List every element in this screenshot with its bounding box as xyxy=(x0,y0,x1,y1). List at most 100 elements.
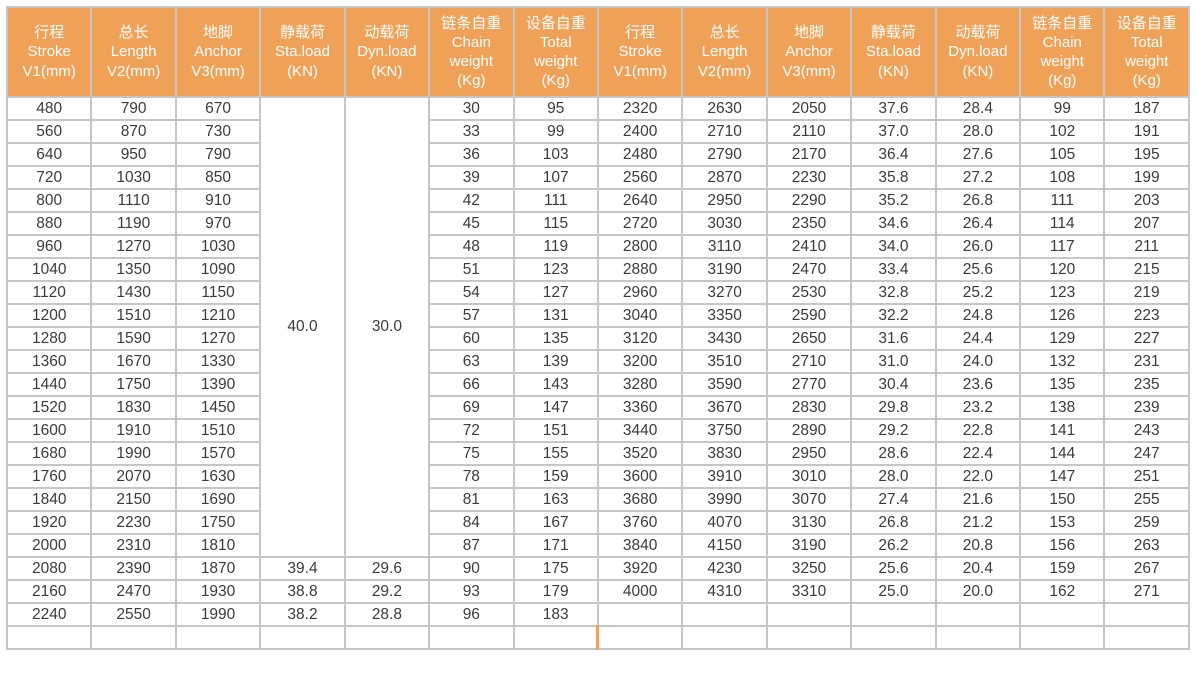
cell-right-stroke xyxy=(596,602,684,627)
cell-left-length: 790 xyxy=(90,96,177,121)
cell-left-total-weight: 127 xyxy=(512,280,599,305)
cell-right-length: 4070 xyxy=(681,510,768,535)
cell-empty xyxy=(681,625,768,650)
header-line: 动载荷 xyxy=(364,24,410,42)
cell-empty xyxy=(596,625,684,650)
cell-right-dyn-load: 26.8 xyxy=(934,188,1022,213)
cell-right-total-weight: 223 xyxy=(1103,303,1190,328)
header-line: (Kg) xyxy=(457,72,486,90)
header-line: weight xyxy=(1125,53,1169,70)
cell-right-stroke: 3840 xyxy=(596,533,684,558)
cell-left-total-weight: 115 xyxy=(512,211,599,236)
header-line: Length xyxy=(110,43,157,61)
cell-empty xyxy=(259,625,346,650)
cell-right-total-weight: 203 xyxy=(1103,188,1190,213)
cell-right-sta-load: 34.6 xyxy=(850,211,937,236)
header-line: Dyn.load xyxy=(948,43,1008,61)
cell-right-dyn-load: 25.2 xyxy=(934,280,1022,305)
header-line: 地脚 xyxy=(203,24,234,42)
table-row: 560 870 730 33 99 2400 2710 2110 37.0 28.0 102 191 xyxy=(5,119,1190,144)
cell-right-stroke: 3760 xyxy=(596,510,684,535)
cell-right-stroke: 3280 xyxy=(596,372,684,397)
cell-right-stroke: 3680 xyxy=(596,487,684,512)
cell-right-sta-load: 35.8 xyxy=(850,165,937,190)
table-row: 2240 2550 1990 38.2 28.8 96 183 xyxy=(5,602,1190,627)
cell-right-sta-load: 26.8 xyxy=(850,510,937,535)
cell-right-stroke: 3200 xyxy=(596,349,684,374)
cell-right-dyn-load: 26.4 xyxy=(934,211,1022,236)
cell-left-length: 2470 xyxy=(90,579,177,604)
header-line: V1(mm) xyxy=(22,62,76,80)
header-line: weight xyxy=(1040,53,1084,70)
cell-left-chain-weight: 87 xyxy=(428,533,515,558)
cell-left-dyn-load: 28.8 xyxy=(343,602,431,627)
cell-right-dyn-load: 27.6 xyxy=(934,142,1022,167)
table-row: 720 1030 850 39 107 2560 2870 2230 35.8 27.2 108 19… xyxy=(5,165,1190,190)
header-left-stroke: 行程 Stroke V1(mm) xyxy=(5,6,93,98)
cell-right-dyn-load: 22.0 xyxy=(934,464,1022,489)
cell-right-total-weight: 263 xyxy=(1103,533,1190,558)
cell-right-length: 3430 xyxy=(681,326,768,351)
header-right-total-weight: 设备自重 Total weight (Kg) xyxy=(1103,6,1190,98)
cell-left-stroke: 1920 xyxy=(5,510,93,535)
cell-left-anchor: 1450 xyxy=(174,395,262,420)
cell-left-chain-weight: 54 xyxy=(428,280,515,305)
cell-left-length: 1510 xyxy=(90,303,177,328)
cell-left-length: 2230 xyxy=(90,510,177,535)
header-line: (Kg) xyxy=(1132,72,1161,90)
cell-left-length: 870 xyxy=(90,119,177,144)
cell-right-anchor: 2350 xyxy=(765,211,853,236)
cell-right-anchor: 2530 xyxy=(765,280,853,305)
cell-left-total-weight: 107 xyxy=(512,165,599,190)
cell-right-stroke: 3600 xyxy=(596,464,684,489)
cell-right-chain-weight: 135 xyxy=(1019,372,1106,397)
header-line: Length xyxy=(701,43,748,61)
cell-left-stroke: 2240 xyxy=(5,602,93,627)
cell-left-chain-weight: 42 xyxy=(428,188,515,213)
table-row: 1040 1350 1090 51 123 2880 3190 2470 33.4 25.6 120… xyxy=(5,257,1190,282)
cell-right-sta-load: 32.8 xyxy=(850,280,937,305)
cell-right-dyn-load: 26.0 xyxy=(934,234,1022,259)
table-row-clipped xyxy=(5,625,1190,650)
table-row: 960 1270 1030 48 119 2800 3110 2410 34.0 26.0 117 2… xyxy=(5,234,1190,259)
header-right-dyn-load: 动载荷 Dyn.load (KN) xyxy=(934,6,1022,98)
cell-right-chain-weight: 111 xyxy=(1019,188,1106,213)
cell-right-dyn-load: 20.4 xyxy=(934,556,1022,581)
cell-right-total-weight: 187 xyxy=(1103,96,1190,121)
cell-left-chain-weight: 63 xyxy=(428,349,515,374)
cell-left-anchor: 1210 xyxy=(174,303,262,328)
cell-left-anchor: 1090 xyxy=(174,257,262,282)
cell-left-chain-weight: 51 xyxy=(428,257,515,282)
cell-right-chain-weight: 114 xyxy=(1019,211,1106,236)
header-row: 行程 Stroke V1(mm) 总长 Length V2(mm) 地脚 Anchor V3(m… xyxy=(5,6,1190,98)
cell-right-total-weight: 231 xyxy=(1103,349,1190,374)
cell-right-chain-weight: 150 xyxy=(1019,487,1106,512)
cell-empty xyxy=(1103,625,1190,650)
cell-right-length: 2950 xyxy=(681,188,768,213)
table-row: 1920 2230 1750 84 167 3760 4070 3130 26.8 21.2 153… xyxy=(5,510,1190,535)
cell-right-total-weight: 259 xyxy=(1103,510,1190,535)
cell-left-chain-weight: 69 xyxy=(428,395,515,420)
cell-right-length: 3190 xyxy=(681,257,768,282)
cell-right-sta-load: 35.2 xyxy=(850,188,937,213)
cell-left-total-weight: 147 xyxy=(512,395,599,420)
cell-right-chain-weight: 144 xyxy=(1019,441,1106,466)
cell-left-stroke: 1680 xyxy=(5,441,93,466)
cell-right-dyn-load: 21.6 xyxy=(934,487,1022,512)
cell-right-stroke: 2480 xyxy=(596,142,684,167)
cell-left-length: 2070 xyxy=(90,464,177,489)
cell-right-dyn-load: 25.6 xyxy=(934,257,1022,282)
cell-empty xyxy=(934,625,1022,650)
header-line: 设备自重 xyxy=(525,14,586,32)
header-right-sta-load: 静载荷 Sta.load (KN) xyxy=(850,6,937,98)
cell-left-sta-load: 39.4 xyxy=(259,556,346,581)
cell-right-length: 4310 xyxy=(681,579,768,604)
cell-left-anchor: 1810 xyxy=(174,533,262,558)
cell-left-anchor: 1150 xyxy=(174,280,262,305)
cell-left-length: 1990 xyxy=(90,441,177,466)
cell-left-sta-load: 38.8 xyxy=(259,579,346,604)
cell-right-stroke: 3440 xyxy=(596,418,684,443)
cell-right-length: 3990 xyxy=(681,487,768,512)
header-line: weight xyxy=(534,53,578,70)
cell-empty xyxy=(512,625,599,650)
